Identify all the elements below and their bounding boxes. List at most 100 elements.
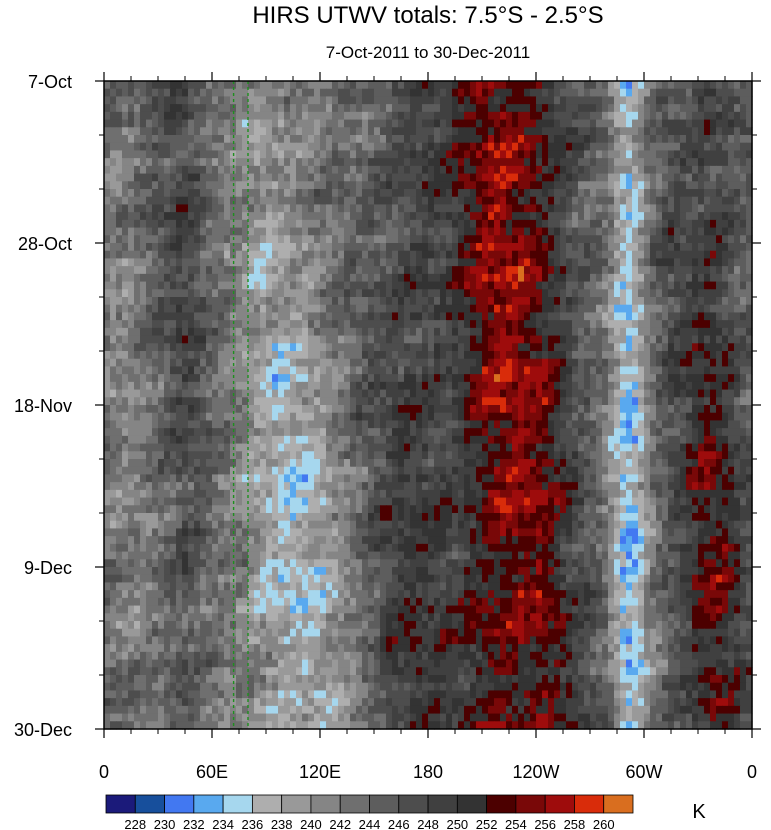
heatmap-cell <box>464 327 471 337</box>
heatmap-cell <box>518 381 525 391</box>
heatmap-cell <box>146 96 153 105</box>
heatmap-cell <box>200 88 207 98</box>
heatmap-cell <box>218 381 225 391</box>
heatmap-cell <box>746 428 753 437</box>
heatmap-cell <box>410 381 417 391</box>
heatmap-cell <box>716 96 723 105</box>
heatmap-cell <box>260 181 267 190</box>
heatmap-cell <box>290 405 297 414</box>
heatmap-cell <box>428 204 435 213</box>
heatmap-cell <box>326 212 333 221</box>
heatmap-cell <box>422 405 429 414</box>
heatmap-cell <box>572 212 579 221</box>
heatmap-cell <box>716 327 723 337</box>
heatmap-cell <box>524 88 531 98</box>
heatmap-cell <box>146 320 153 329</box>
heatmap-cell <box>326 412 333 422</box>
heatmap-cell <box>584 297 591 306</box>
heatmap-cell <box>452 312 459 321</box>
heatmap-cell <box>254 405 261 414</box>
heatmap-cell <box>248 420 255 429</box>
heatmap-cell <box>302 243 309 252</box>
heatmap-cell <box>524 127 531 136</box>
heatmap-cell <box>440 297 447 306</box>
heatmap-cell <box>710 351 717 360</box>
heatmap-cell <box>446 258 453 267</box>
heatmap-cell <box>614 281 621 290</box>
heatmap-cell <box>350 343 357 352</box>
heatmap-cell <box>650 320 657 329</box>
heatmap-cell <box>608 273 615 283</box>
heatmap-cell <box>272 173 279 182</box>
heatmap-cell <box>278 320 285 329</box>
heatmap-cell <box>500 81 507 90</box>
heatmap-cell <box>452 405 459 414</box>
heatmap-cell <box>722 405 729 414</box>
heatmap-cell <box>194 204 201 213</box>
heatmap-cell <box>188 304 195 314</box>
heatmap-cell <box>368 165 375 175</box>
heatmap-cell <box>452 235 459 244</box>
heatmap-cell <box>620 96 627 105</box>
heatmap-cell <box>218 158 225 167</box>
heatmap-cell <box>560 281 567 290</box>
heatmap-cell <box>488 281 495 290</box>
heatmap-cell <box>164 389 171 398</box>
heatmap-cell <box>602 235 609 244</box>
heatmap-cell <box>500 320 507 329</box>
heatmap-cell <box>260 397 267 406</box>
heatmap-cell <box>680 104 687 113</box>
heatmap-cell <box>350 297 357 306</box>
heatmap-cell <box>344 281 351 290</box>
heatmap-cell <box>230 297 237 306</box>
heatmap-cell <box>278 189 285 198</box>
heatmap-cell <box>746 289 753 298</box>
heatmap-cell <box>638 273 645 283</box>
heatmap-cell <box>488 405 495 414</box>
heatmap-cell <box>500 343 507 352</box>
heatmap-cell <box>284 196 291 206</box>
heatmap-cell <box>578 204 585 213</box>
heatmap-cell <box>230 196 237 206</box>
heatmap-cell <box>158 412 165 422</box>
heatmap-cell <box>350 281 357 290</box>
heatmap-cell <box>716 212 723 221</box>
heatmap-cell <box>386 389 393 398</box>
heatmap-cell <box>230 189 237 198</box>
heatmap-cell <box>560 366 567 375</box>
heatmap-cell <box>302 189 309 198</box>
heatmap-cell <box>116 358 123 368</box>
heatmap-cell <box>386 127 393 136</box>
heatmap-cell <box>368 158 375 167</box>
heatmap-cell <box>206 335 213 344</box>
heatmap-cell <box>224 358 231 368</box>
heatmap-cell <box>674 304 681 314</box>
heatmap-cell <box>476 343 483 352</box>
heatmap-cell <box>440 258 447 267</box>
heatmap-cell <box>494 96 501 105</box>
heatmap-cell <box>554 204 561 213</box>
heatmap-cell <box>392 135 399 144</box>
heatmap-cell <box>440 181 447 190</box>
heatmap-cell <box>266 243 273 252</box>
heatmap-cell <box>590 243 597 252</box>
heatmap-cell <box>452 150 459 159</box>
heatmap-cell <box>482 281 489 290</box>
heatmap-cell <box>296 250 303 260</box>
heatmap-cell <box>326 243 333 252</box>
heatmap-cell <box>554 358 561 368</box>
heatmap-cell <box>200 142 207 152</box>
heatmap-cell <box>578 212 585 221</box>
heatmap-cell <box>110 158 117 167</box>
heatmap-cell <box>368 281 375 290</box>
heatmap-cell <box>596 135 603 144</box>
heatmap-cell <box>554 165 561 175</box>
heatmap-cell <box>512 104 519 113</box>
heatmap-cell <box>584 81 591 90</box>
heatmap-cell <box>620 266 627 275</box>
heatmap-cell <box>308 196 315 206</box>
heatmap-cell <box>206 397 213 406</box>
heatmap-cell <box>146 381 153 391</box>
heatmap-cell <box>158 381 165 391</box>
heatmap-cell <box>728 119 735 128</box>
